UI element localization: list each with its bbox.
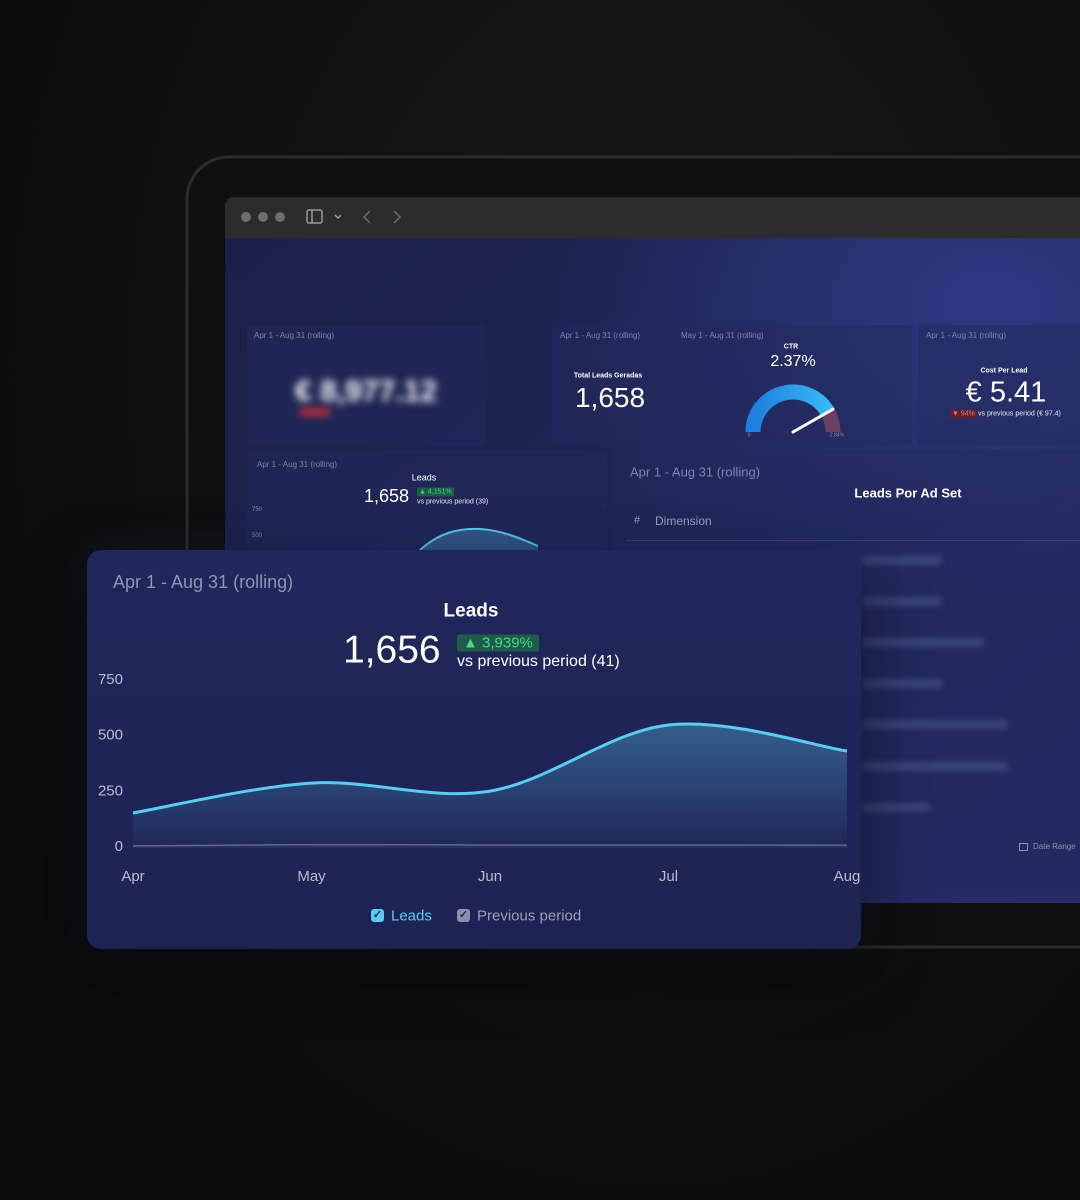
widget-title: Total Leads Geradas [573, 372, 643, 380]
x-tick-label: Jul [659, 868, 678, 885]
calendar-icon [1019, 843, 1028, 851]
comparison: vs previous period (39) [417, 498, 489, 506]
sidebar-icon[interactable] [306, 209, 323, 224]
widget [247, 450, 607, 560]
change-badge: ▲ 3,939% [457, 634, 539, 652]
widget [552, 325, 667, 445]
window-dot[interactable] [241, 212, 251, 222]
gauge-min: 0 [747, 432, 751, 439]
table-divider [626, 540, 1080, 541]
mini-line [419, 527, 539, 551]
y-tick-label: 500 [252, 533, 263, 539]
gauge-needle [791, 407, 835, 434]
y-tick-label: 0 [115, 838, 123, 855]
browser-toolbar [225, 197, 1080, 238]
x-tick-label: Aug [834, 868, 861, 885]
widget-title: Cost Per Lead [980, 367, 1028, 375]
y-tick-label: 500 [98, 727, 123, 744]
card-value: 1,656 [343, 628, 441, 672]
table-row [862, 556, 942, 565]
widget-title: CTR [783, 343, 799, 351]
legend-checkbox[interactable]: ✓ [457, 909, 470, 922]
column-header[interactable]: Dimension [655, 514, 712, 528]
widget-value: € 8,977.12 [295, 375, 437, 408]
x-tick-label: Apr [121, 868, 144, 885]
x-tick-label: Jun [478, 868, 502, 885]
legend-label[interactable]: Previous period [477, 907, 582, 925]
date-range: Apr 1 - Aug 31 (rolling) [257, 460, 338, 469]
x-tick-label: May [297, 868, 326, 885]
line-chart: 0 250 500 750 Apr May Jun Jul Aug [98, 671, 861, 885]
date-range: May 1 - Aug 31 (rolling) [681, 331, 764, 340]
footer-label: Date Range [1033, 842, 1076, 851]
table-row [862, 720, 1008, 729]
y-tick-label: 750 [98, 671, 123, 688]
widget-value: 2.37% [770, 353, 816, 370]
table-row [862, 762, 1008, 771]
widget-value: € 5.41 [965, 376, 1047, 409]
dropdown-icon[interactable] [334, 214, 342, 220]
comparison: vs previous period (€ 97.4) [978, 410, 1061, 418]
area-fill [133, 723, 847, 847]
legend-label[interactable]: Leads [391, 907, 432, 925]
column-header[interactable]: # [634, 514, 641, 527]
gauge [745, 384, 841, 434]
widget-title: Leads [411, 472, 437, 483]
gauge-value [745, 384, 835, 433]
y-tick-label: 750 [252, 507, 263, 513]
widget-title: Leads Por Ad Set [854, 485, 962, 501]
y-tick-label: 250 [98, 782, 123, 799]
table-row [862, 597, 942, 606]
widget-value: 1,658 [364, 486, 410, 506]
comparison: vs previous period (41) [457, 653, 620, 670]
date-range: Apr 1 - Aug 31 (rolling) [113, 572, 294, 592]
gauge-max: 2.84% [829, 432, 845, 439]
card-title: Leads [443, 600, 499, 622]
leads-card: Apr 1 - Aug 31 (rolling) Leads 1,656 ▲ 3… [87, 550, 861, 949]
date-range: Apr 1 - Aug 31 (rolling) [254, 331, 335, 340]
date-range: Apr 1 - Aug 31 (rolling) [560, 331, 641, 340]
change-badge: ▼ 94% [950, 409, 977, 419]
change-badge [300, 408, 330, 416]
forward-button[interactable] [393, 210, 402, 224]
date-range: Apr 1 - Aug 31 (rolling) [630, 464, 761, 480]
window-dot[interactable] [275, 212, 285, 222]
table-row [862, 803, 930, 812]
widget [247, 325, 485, 445]
window-dot[interactable] [258, 212, 268, 222]
series-line [132, 722, 848, 815]
change-badge: ▲ 4,151% [417, 487, 454, 497]
widget-value: 1,658 [574, 382, 646, 413]
back-button[interactable] [362, 210, 371, 224]
legend-checkbox[interactable]: ✓ [371, 909, 384, 922]
widget [918, 325, 1080, 445]
date-range: Apr 1 - Aug 31 (rolling) [926, 331, 1007, 340]
table-row [862, 638, 984, 647]
legend: ✓ Leads ✓ Previous period [87, 906, 861, 926]
table-row [862, 679, 942, 688]
